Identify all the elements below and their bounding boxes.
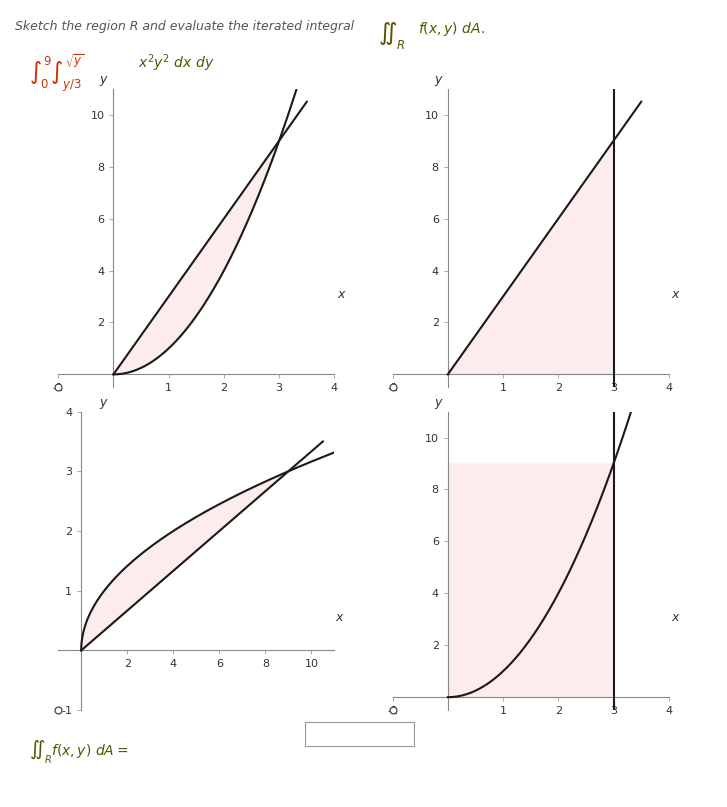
Text: y: y xyxy=(100,395,107,408)
Text: y: y xyxy=(434,73,441,86)
Text: $\iint_R$: $\iint_R$ xyxy=(378,20,406,51)
Text: Sketch the region R and evaluate the iterated integral: Sketch the region R and evaluate the ite… xyxy=(15,20,353,33)
Text: $x^2 y^2\ dx\ dy$: $x^2 y^2\ dx\ dy$ xyxy=(138,52,214,74)
Polygon shape xyxy=(448,140,614,374)
Text: $\int_0^9 \int_{y/3}^{\sqrt{y}}$: $\int_0^9 \int_{y/3}^{\sqrt{y}}$ xyxy=(29,52,84,94)
Text: $f(x, y)\ dA.$: $f(x, y)\ dA.$ xyxy=(418,20,485,38)
Text: $\iint_R f(x, y)\ dA =$: $\iint_R f(x, y)\ dA =$ xyxy=(29,738,129,766)
Text: x: x xyxy=(672,611,679,624)
Text: y: y xyxy=(100,73,107,86)
Text: x: x xyxy=(672,288,679,301)
Text: y: y xyxy=(434,395,441,408)
Text: x: x xyxy=(337,288,345,301)
Text: x: x xyxy=(336,611,343,624)
